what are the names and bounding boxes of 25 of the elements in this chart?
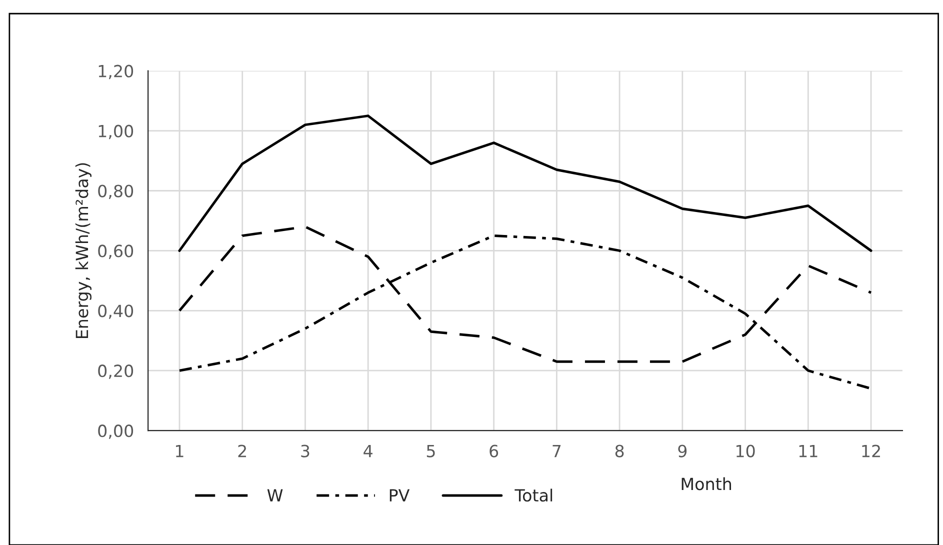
x-tick-label: 8 [615,444,624,458]
x-tick-label: 10 [736,444,755,458]
legend-label: W [267,489,283,502]
x-tick-label: 12 [862,444,880,458]
x-axis-title: Month [682,477,732,490]
y-tick-label: 0,60 [98,244,134,259]
x-tick-label: 7 [552,444,561,458]
y-tick-label: 0,20 [98,364,134,379]
y-tick-label: 1,20 [98,64,134,80]
x-tick-label: 4 [364,444,372,458]
y-tick-label: 0,40 [98,304,134,319]
legend-label: Total [514,488,552,502]
x-tick-label: 6 [490,444,498,458]
legend-label: PV [390,489,410,502]
x-tick-label: 11 [799,444,818,458]
y-tick-label: 1,00 [98,124,134,140]
y-tick-label: 0,00 [98,424,134,439]
x-tick-label: 9 [678,444,687,458]
x-tick-label: 3 [301,444,310,458]
y-axis-title: Energy, kWh/(m²day) [75,163,92,338]
x-tick-label: 1 [176,444,184,458]
y-tick-label: 0,80 [98,184,134,200]
line-series [178,114,872,252]
x-tick-label: 5 [426,444,435,458]
x-tick-label: 2 [238,444,246,458]
